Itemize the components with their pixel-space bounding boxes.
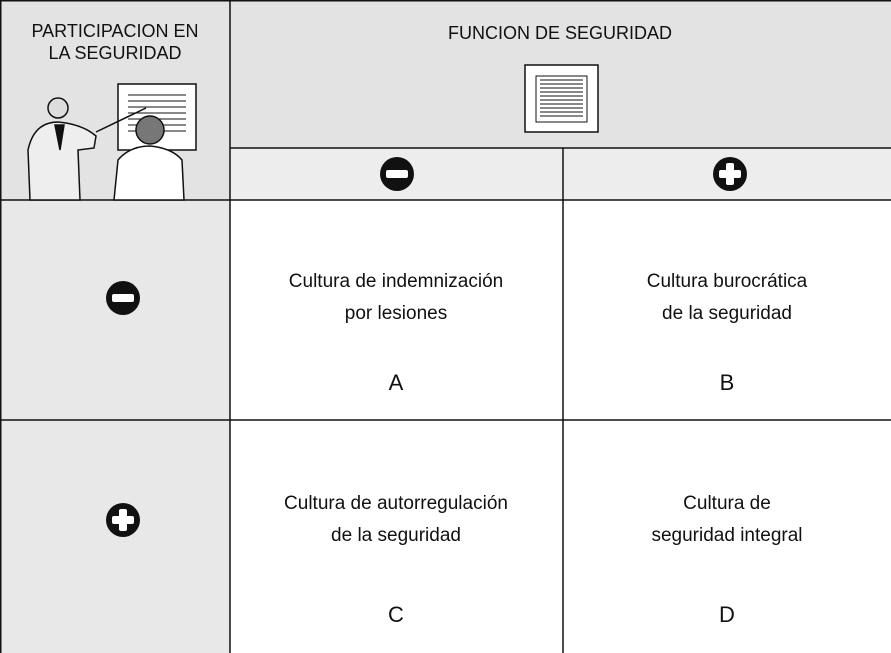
subheader-background: [230, 148, 891, 200]
presenter-illustration: [27, 83, 197, 201]
row-header-title: PARTICIPACION EN: [31, 21, 198, 41]
cell-text: Cultura de indemnización: [289, 271, 503, 292]
row-header-background: [0, 200, 230, 653]
cell-text: Cultura burocrática: [647, 271, 808, 292]
plus-icon: [106, 503, 140, 537]
row-header-title: LA SEGURIDAD: [48, 43, 181, 63]
cell-letter: C: [388, 602, 404, 627]
cell-letter: A: [389, 370, 404, 395]
cell-text: Cultura de: [683, 493, 771, 514]
cell-letter: B: [720, 370, 735, 395]
minus-icon: [106, 281, 140, 315]
document-icon: [524, 64, 599, 133]
cell-text: por lesiones: [345, 303, 447, 324]
plus-icon: [713, 157, 747, 191]
column-header-title: FUNCION DE SEGURIDAD: [448, 23, 672, 43]
cell-text: seguridad integral: [651, 525, 802, 546]
cell-text: de la seguridad: [331, 525, 461, 546]
cell-text: de la seguridad: [662, 303, 792, 324]
cell-letter: D: [719, 602, 735, 627]
cell-text: Cultura de autorregulación: [284, 493, 508, 514]
minus-icon: [380, 157, 414, 191]
